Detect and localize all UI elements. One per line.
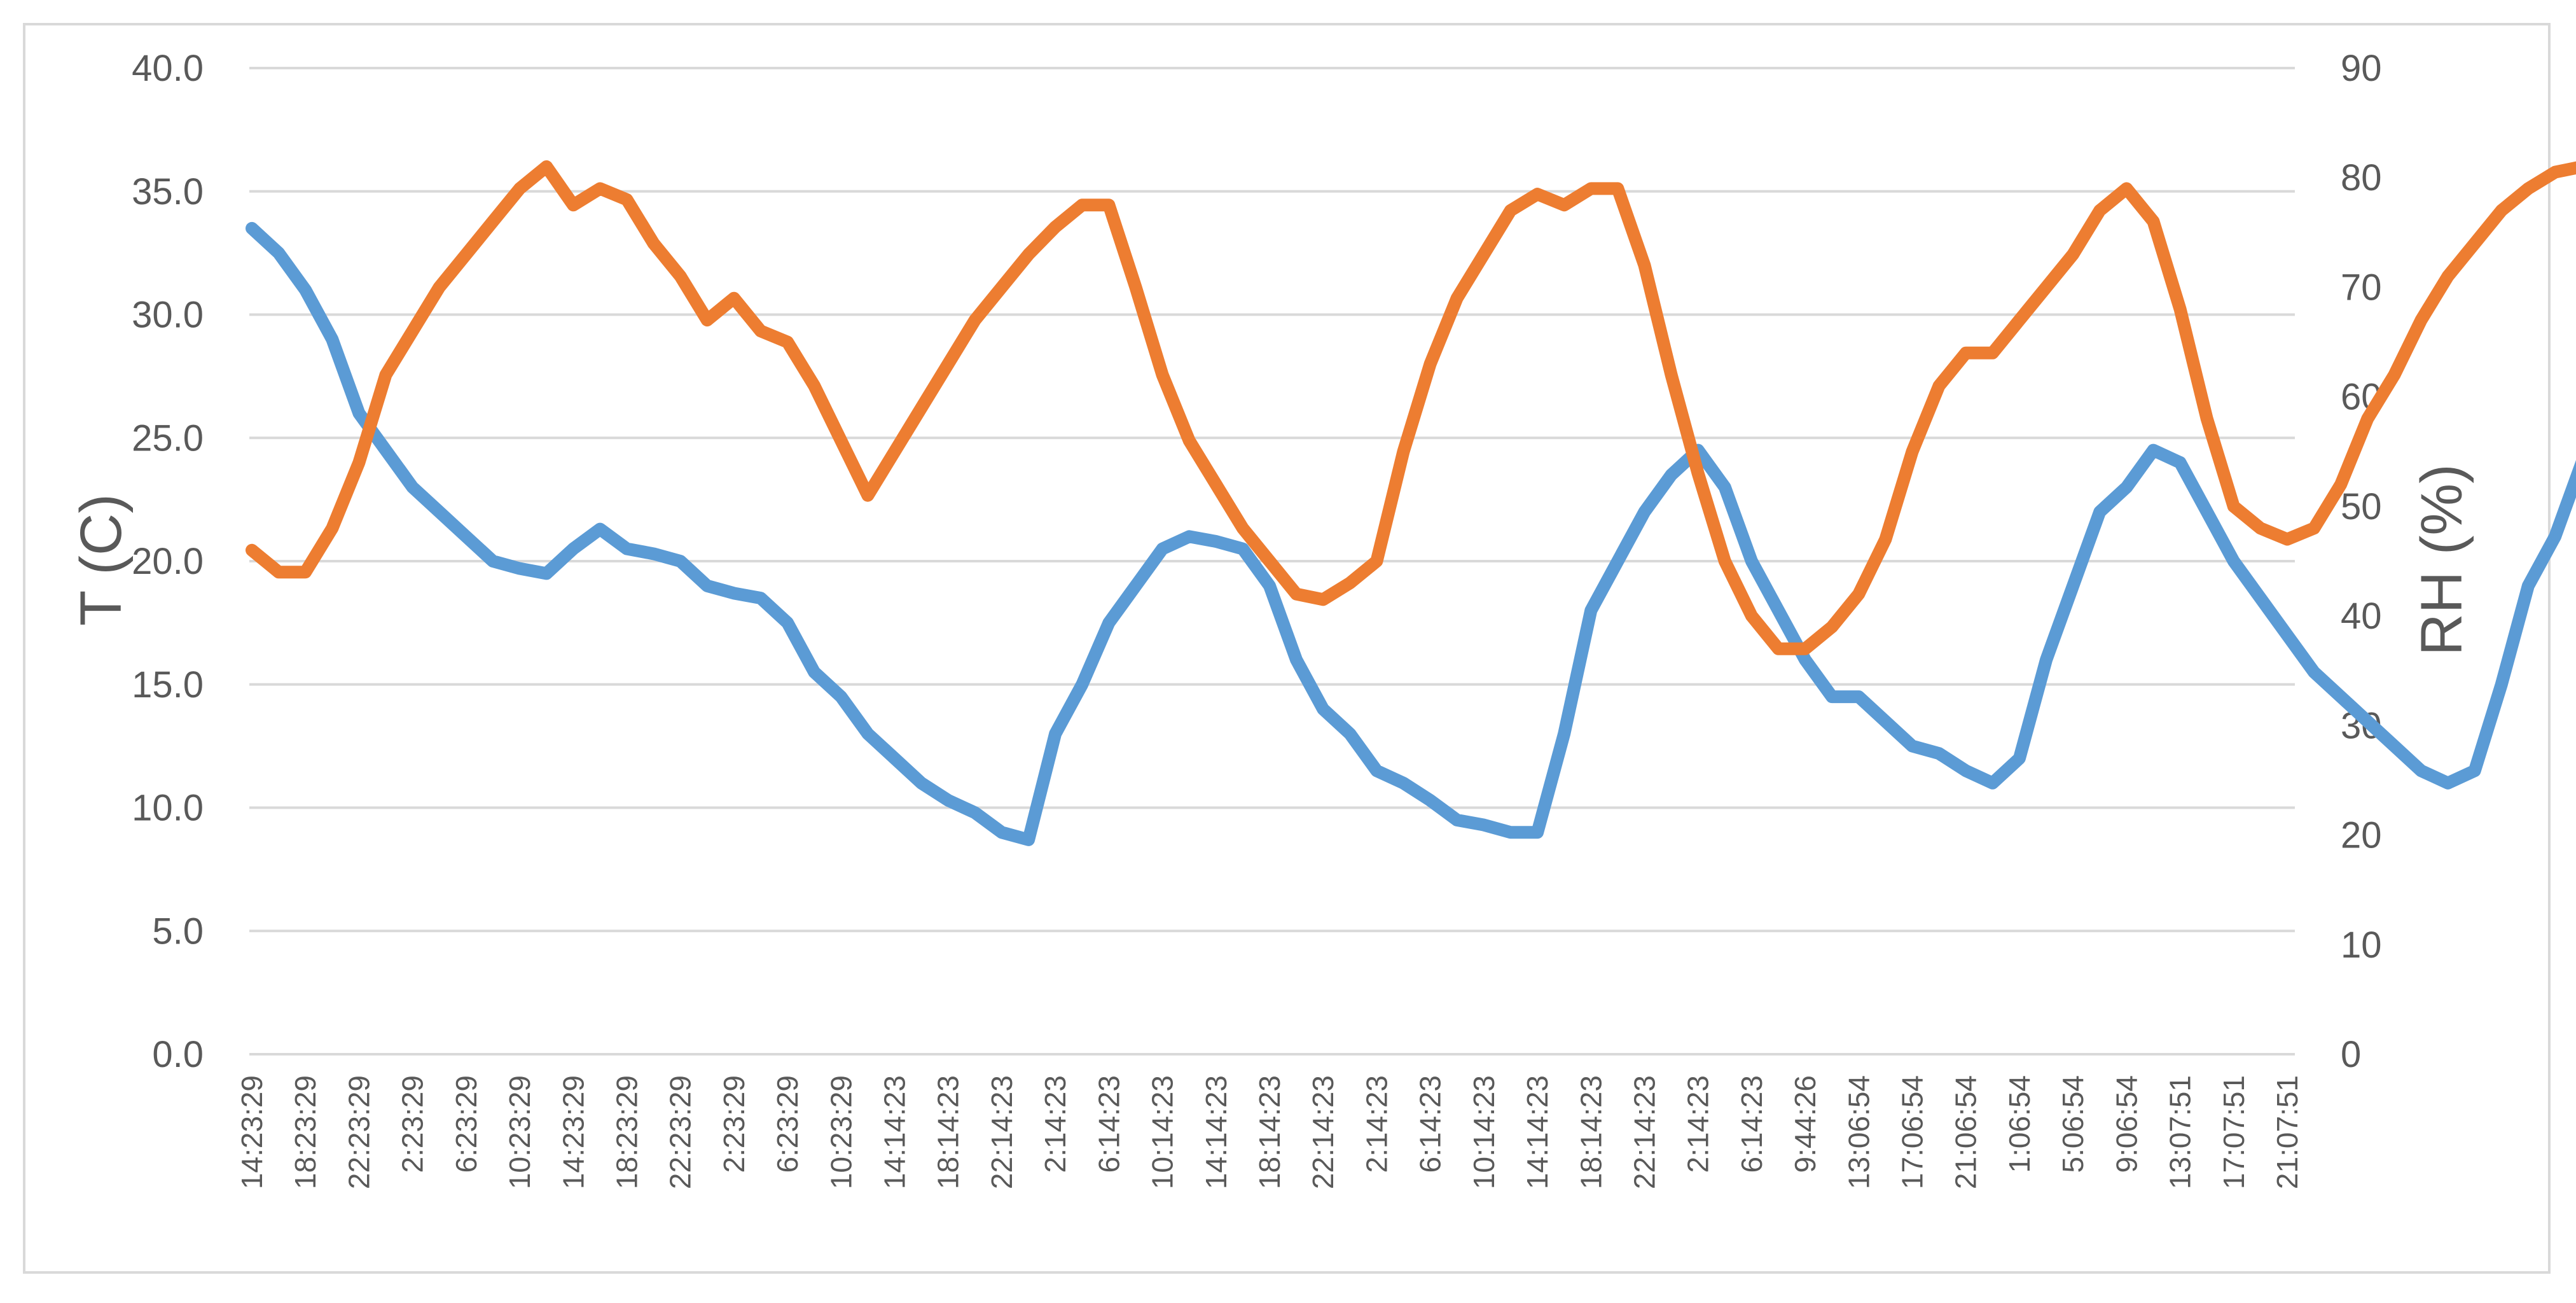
x-tick-label: 2:14:23: [1682, 1075, 1715, 1173]
temperature-series-line: [246, 221, 2576, 846]
series-layer: [246, 160, 2576, 846]
y-left-axis-label: T (C): [69, 494, 134, 626]
x-tick-label: 6:14:23: [1735, 1075, 1768, 1173]
x-tick-label: 6:14:23: [1414, 1075, 1447, 1173]
x-tick-label: 2:23:29: [717, 1075, 751, 1173]
x-tick-label: 9:06:54: [2110, 1075, 2143, 1173]
x-tick-label: 17:06:54: [1896, 1075, 1929, 1189]
x-tick-label: 22:23:29: [342, 1075, 375, 1189]
x-tick-label: 13:07:51: [2164, 1075, 2197, 1189]
x-tick-label: 22:14:23: [1628, 1075, 1661, 1189]
y-left-tick-label: 15.0: [132, 664, 204, 706]
x-tick-label: 6:23:29: [771, 1075, 804, 1173]
y-left-tick-label: 0.0: [152, 1034, 204, 1075]
x-tick-label: 13:06:54: [1842, 1075, 1875, 1189]
x-tick-label: 14:23:29: [235, 1075, 268, 1189]
y-right-axis-label: RH (%): [2409, 464, 2474, 656]
y-left-tick-label: 20.0: [132, 541, 204, 582]
y-left-tick-label: 5.0: [152, 910, 204, 952]
y-right-tick-label: 50: [2341, 486, 2382, 527]
x-tick-label: 10:23:29: [503, 1075, 536, 1189]
x-tick-label: 21:07:51: [2271, 1075, 2304, 1189]
x-tick-label: 22:14:23: [1306, 1075, 1340, 1189]
x-tick-label: 6:23:29: [450, 1075, 483, 1173]
x-tick-label: 2:14:23: [1360, 1075, 1393, 1173]
x-tick-label: 22:23:29: [664, 1075, 697, 1189]
y-left-tick-label: 40.0: [132, 48, 204, 89]
y-left-tick-label: 25.0: [132, 417, 204, 459]
y-right-tick-label: 20: [2341, 815, 2382, 856]
y-left-tick-label: 10.0: [132, 788, 204, 829]
y-left-tick-label: 35.0: [132, 171, 204, 213]
gridlines: [249, 67, 2295, 1056]
x-axis-ticks: 14:23:29 18:23:29 22:23:29 2:23:29 6:23:29 10…: [235, 1075, 2304, 1189]
y-right-tick-label: 0: [2341, 1034, 2361, 1075]
y-right-tick-label: 70: [2341, 267, 2382, 308]
x-tick-label: 14:23:29: [557, 1075, 590, 1189]
y-right-tick-label: 10: [2341, 924, 2382, 966]
y-right-tick-label: 90: [2341, 48, 2382, 89]
x-tick-label: 1:06:54: [2003, 1075, 2036, 1173]
x-tick-label: 18:14:23: [1253, 1075, 1286, 1189]
y-left-tick-label: 30.0: [132, 295, 204, 336]
x-tick-label: 5:06:54: [2056, 1075, 2089, 1173]
x-tick-label: 10:14:23: [1467, 1075, 1500, 1189]
humidity-series-line: [246, 160, 2576, 655]
x-tick-label: 14:14:23: [1521, 1075, 1554, 1189]
x-tick-label: 14:14:23: [1200, 1075, 1233, 1189]
x-tick-label: 2:23:29: [396, 1075, 429, 1173]
x-tick-label: 21:06:54: [1949, 1075, 1983, 1189]
x-tick-label: 17:07:51: [2217, 1075, 2250, 1189]
left-axis-ticks: 0.0 5.0 10.0 15.0 20.0 25.0 30.0 35.0 40.0: [132, 48, 204, 1075]
x-tick-label: 18:14:23: [1574, 1075, 1607, 1189]
y-right-tick-label: 80: [2341, 157, 2382, 199]
x-tick-label: 10:14:23: [1146, 1075, 1179, 1189]
y-right-tick-label: 40: [2341, 596, 2382, 637]
x-tick-label: 18:23:29: [289, 1075, 322, 1189]
x-tick-label: 14:14:23: [878, 1075, 911, 1189]
x-tick-label: 18:23:29: [610, 1075, 643, 1189]
x-tick-label: 10:23:29: [824, 1075, 857, 1189]
x-tick-label: 6:14:23: [1092, 1075, 1125, 1173]
x-tick-label: 22:14:23: [985, 1075, 1018, 1189]
x-tick-label: 2:14:23: [1039, 1075, 1072, 1173]
x-tick-label: 9:44:26: [1789, 1075, 1822, 1173]
x-tick-label: 18:14:23: [932, 1075, 965, 1189]
